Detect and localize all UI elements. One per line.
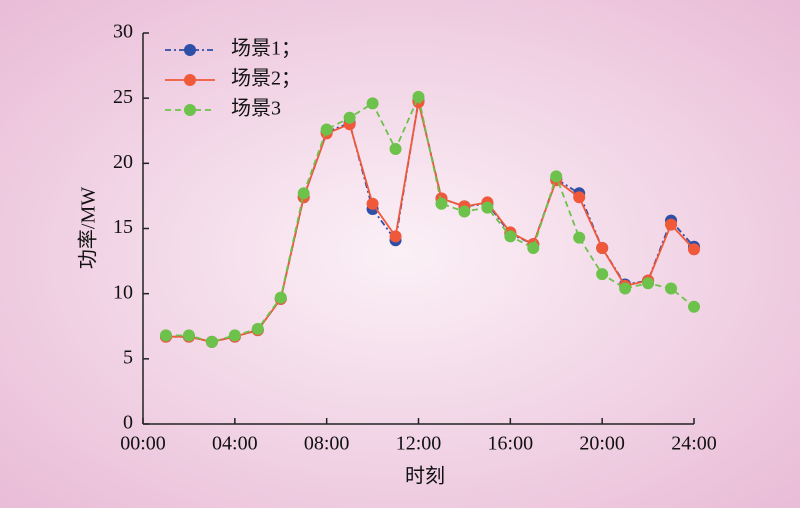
y-tick-label: 5: [123, 346, 133, 368]
point: [596, 268, 609, 281]
point: [320, 123, 333, 136]
point: [665, 218, 678, 231]
point: [343, 111, 356, 124]
point: [412, 90, 425, 103]
point: [205, 335, 218, 348]
point: [182, 329, 195, 342]
point: [550, 170, 563, 183]
legend-label: 场景3: [231, 97, 281, 120]
y-tick-label: 30: [113, 21, 133, 43]
point: [504, 230, 517, 243]
x-tick-label: 00:00: [120, 433, 166, 455]
point: [596, 242, 609, 255]
point: [159, 329, 172, 342]
point: [389, 142, 402, 155]
point: [389, 230, 402, 243]
point: [297, 187, 310, 200]
x-tick-label: 20:00: [579, 433, 625, 455]
point: [228, 329, 241, 342]
point: [366, 97, 379, 110]
point: [573, 231, 586, 244]
x-tick-label: 16:00: [488, 433, 534, 455]
point: [458, 205, 471, 218]
point: [274, 291, 287, 304]
legend-marker: [184, 104, 196, 116]
point: [688, 243, 700, 256]
y-tick-label: 20: [113, 151, 133, 173]
x-tick-label: 24:00: [671, 433, 717, 455]
x-tick-label: 12:00: [396, 433, 442, 455]
legend-marker: [184, 74, 196, 86]
y-tick-label: 15: [113, 216, 133, 238]
point: [481, 201, 494, 214]
point: [573, 191, 586, 204]
point: [688, 300, 700, 313]
y-tick-label: 10: [113, 281, 133, 303]
point: [366, 197, 379, 210]
y-tick-label: 25: [113, 86, 133, 108]
x-tick-label: 04:00: [212, 433, 258, 455]
y-axis-label: 功率/MW: [77, 187, 100, 269]
legend-label: 场景2；: [231, 67, 301, 90]
x-tick-label: 08:00: [304, 433, 350, 455]
point: [619, 282, 632, 295]
point: [251, 322, 264, 335]
point: [642, 277, 655, 290]
point: [665, 282, 678, 295]
x-axis-label: 时刻: [405, 465, 445, 488]
point: [435, 197, 448, 210]
legend-marker: [184, 44, 196, 56]
legend-label: 场景1；: [231, 37, 301, 60]
point: [527, 242, 540, 255]
y-tick-label: 0: [123, 412, 133, 434]
